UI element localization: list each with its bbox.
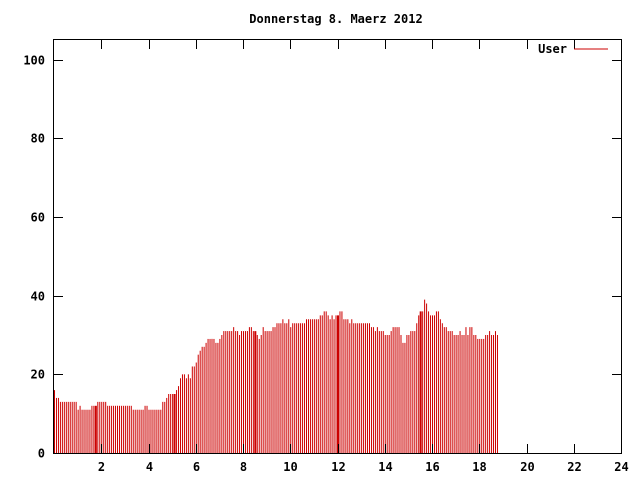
plot-frame xyxy=(53,39,622,454)
y-tick-label: 100 xyxy=(23,54,45,68)
y-axis-ticks: 0 20 40 60 80 100 xyxy=(23,54,621,461)
y-tick-label: 60 xyxy=(31,211,45,225)
y-tick-label: 80 xyxy=(31,132,45,146)
x-tick-label: 16 xyxy=(425,460,439,474)
x-tick-label: 10 xyxy=(283,460,297,474)
x-tick-label: 12 xyxy=(331,460,345,474)
y-tick-label: 40 xyxy=(31,290,45,304)
x-tick-label: 18 xyxy=(472,460,486,474)
x-tick-label: 4 xyxy=(146,460,153,474)
x-tick-label: 20 xyxy=(520,460,534,474)
x-tick-label: 14 xyxy=(378,460,392,474)
x-axis-ticks: 2 4 6 8 10 12 14 16 18 20 22 24 xyxy=(98,40,629,474)
x-tick-label: 8 xyxy=(240,460,247,474)
x-tick-label: 24 xyxy=(614,460,628,474)
bars-group xyxy=(54,299,498,453)
chart-title: Donnerstag 8. Maerz 2012 xyxy=(249,12,422,26)
y-tick-label: 0 xyxy=(38,447,45,461)
y-tick-label: 20 xyxy=(31,368,45,382)
legend: User xyxy=(538,42,608,56)
x-tick-label: 22 xyxy=(567,460,581,474)
legend-label-user: User xyxy=(538,42,567,56)
x-tick-label: 6 xyxy=(193,460,200,474)
x-tick-label: 2 xyxy=(98,460,105,474)
